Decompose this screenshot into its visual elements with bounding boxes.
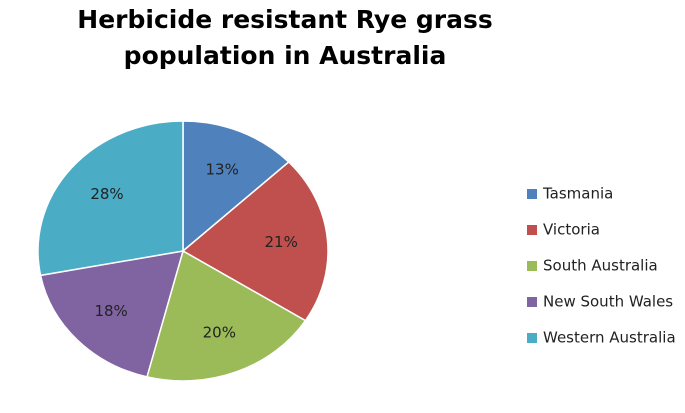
legend-swatch (527, 189, 537, 199)
pie-slice (181, 161, 329, 322)
chart-title: Herbicide resistant Rye grass population… (77, 5, 493, 70)
legend-swatch (527, 333, 537, 343)
pie-slice (37, 120, 184, 277)
legend-swatch (527, 297, 537, 307)
legend-swatch (527, 225, 537, 235)
legend-label: Tasmania (542, 185, 613, 203)
legend-label: New South Wales (543, 293, 673, 311)
data-label: 13% (205, 160, 238, 178)
legend-label: Victoria (543, 221, 600, 239)
legend-label: Western Australia (543, 329, 676, 347)
pie-slice (182, 120, 290, 253)
legend-swatch (527, 261, 537, 271)
pie-slice (146, 249, 307, 382)
data-label: 20% (203, 324, 236, 342)
legend-label: South Australia (543, 257, 658, 275)
pie-slice (39, 250, 185, 378)
data-label: 21% (264, 233, 297, 251)
data-label: 28% (90, 185, 123, 203)
data-label: 18% (94, 302, 127, 320)
